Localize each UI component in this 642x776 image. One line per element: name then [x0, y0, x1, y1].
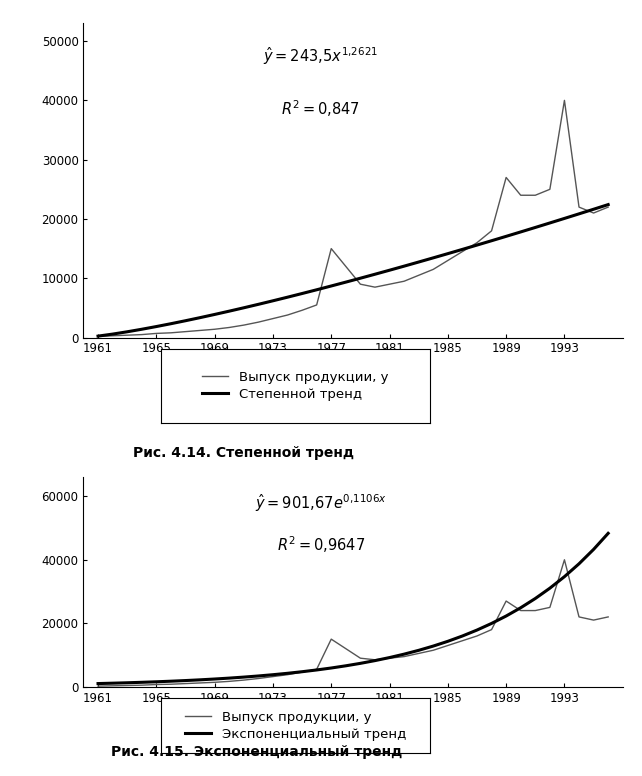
Text: $R^2 = 0{,}9647$: $R^2 = 0{,}9647$ — [277, 534, 365, 555]
Text: $R^2 = 0{,}847$: $R^2 = 0{,}847$ — [281, 99, 360, 120]
Text: $\hat{y} = 901{,}67e^{0{,}1106x}$: $\hat{y} = 901{,}67e^{0{,}1106x}$ — [255, 492, 386, 514]
Text: $\hat{y} = 243{,}5x^{1{,}2621}$: $\hat{y} = 243{,}5x^{1{,}2621}$ — [263, 45, 378, 67]
Legend: Выпуск продукции, y, Экспоненциальный тренд: Выпуск продукции, y, Экспоненциальный тр… — [180, 707, 410, 744]
Text: Рис. 4.15. Экспоненциальный тренд: Рис. 4.15. Экспоненциальный тренд — [111, 745, 403, 759]
X-axis label: Год, x: Год, x — [332, 361, 374, 375]
Text: Рис. 4.14. Степенной тренд: Рис. 4.14. Степенной тренд — [134, 446, 354, 460]
X-axis label: Год, x: Год, x — [332, 710, 374, 724]
Legend: Выпуск продукции, y, Степенной тренд: Выпуск продукции, y, Степенной тренд — [198, 367, 392, 405]
